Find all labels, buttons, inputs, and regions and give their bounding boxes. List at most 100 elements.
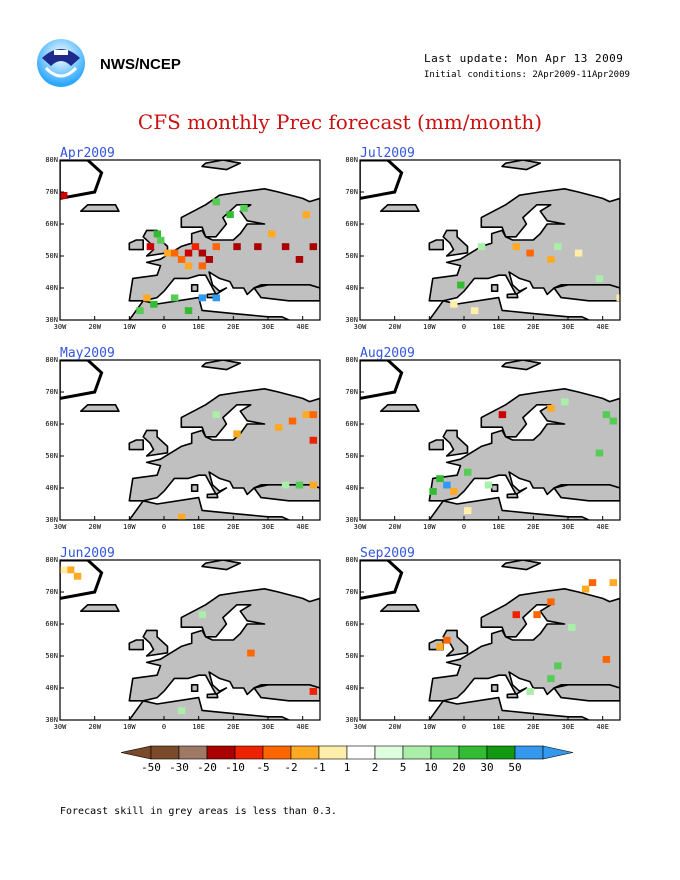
forecast-cell	[561, 398, 569, 406]
legend-label: -1	[312, 761, 325, 774]
lat-tick-label: 60N	[45, 420, 58, 428]
forecast-cell	[443, 481, 451, 489]
lat-tick-label: 70N	[45, 188, 58, 196]
lat-tick-label: 60N	[345, 220, 358, 228]
lon-tick-label: 30W	[354, 723, 367, 731]
lat-tick-label: 50N	[345, 652, 358, 660]
lat-tick-label: 30N	[45, 316, 58, 324]
forecast-cell	[60, 192, 68, 199]
greenland-coast	[360, 360, 404, 400]
lon-tick-label: 40E	[296, 723, 309, 731]
map-frame	[359, 159, 621, 321]
lon-tick-label: 30W	[354, 523, 367, 531]
lon-tick-label: 10W	[123, 523, 136, 531]
forecast-cell	[547, 404, 555, 412]
land-iceland	[80, 403, 120, 413]
lon-tick-label: 20E	[527, 723, 540, 731]
land-africa	[128, 496, 290, 520]
lat-tick-label: 40N	[45, 484, 58, 492]
land-sardinia	[190, 283, 199, 293]
lat-tick-label: 30N	[45, 516, 58, 524]
map-panel-sep2009: Sep2009 30N 40N 50N 60N 70N 80N 30W 20W 10W 0 10E 20…	[345, 546, 621, 731]
lon-tick-label: 10W	[123, 323, 136, 331]
lat-tick-label: 80N	[345, 156, 358, 164]
land-svalbard	[501, 560, 542, 571]
panel-label: Apr2009	[60, 146, 115, 161]
legend-label: -50	[141, 761, 161, 774]
lon-tick-label: 40E	[596, 723, 609, 731]
forecast-cell	[568, 624, 576, 631]
forecast-cell	[198, 611, 207, 619]
initial-conditions: Initial conditions: 2Apr2009-11Apr2009	[424, 70, 630, 80]
forecast-cell	[136, 307, 144, 315]
forecast-cell	[73, 572, 82, 580]
land-iceland	[379, 403, 420, 413]
lat-tick-label: 70N	[45, 388, 58, 396]
noaa-logo	[37, 39, 85, 87]
lon-tick-label: 20E	[227, 323, 240, 331]
lat-tick-label: 70N	[45, 588, 58, 596]
forecast-cell	[212, 294, 220, 302]
land-ireland	[428, 439, 445, 451]
panel-label: May2009	[60, 346, 115, 361]
land-europe	[128, 387, 320, 502]
land-sicily	[206, 492, 219, 499]
land-europe	[428, 188, 620, 302]
forecast-cell	[595, 449, 604, 457]
forecast-cell	[198, 262, 207, 270]
legend-swatch	[262, 745, 292, 760]
lon-tick-label: 20E	[527, 323, 540, 331]
legend-label: 5	[400, 761, 407, 774]
forecast-cell	[436, 475, 444, 483]
forecast-cell	[602, 411, 611, 419]
lon-tick-label: 20E	[227, 723, 240, 731]
lon-tick-label: 30E	[562, 723, 575, 731]
panel-label: Jul2009	[360, 146, 415, 161]
land-ireland	[128, 439, 144, 451]
legend-label: 1	[344, 761, 351, 774]
forecast-cell	[512, 243, 520, 251]
lon-tick-label: 10E	[492, 523, 505, 531]
lon-tick-label: 30W	[354, 323, 367, 331]
forecast-cell	[547, 598, 555, 606]
forecast-cell	[588, 579, 597, 587]
land-ireland	[128, 239, 144, 251]
legend-label: -2	[284, 761, 297, 774]
legend-label: 50	[508, 761, 521, 774]
land-africa	[128, 696, 290, 720]
forecast-cell	[157, 236, 165, 244]
map-frame	[359, 559, 621, 721]
lon-tick-label: 20W	[88, 523, 101, 531]
lon-tick-label: 0	[162, 323, 166, 331]
lon-tick-label: 30W	[54, 323, 67, 331]
land-iceland	[379, 204, 420, 212]
forecast-cell	[302, 211, 311, 219]
forecast-cell	[464, 468, 472, 476]
greenland-coast	[60, 160, 104, 200]
forecast-cell	[295, 481, 304, 489]
forecast-cell	[143, 294, 151, 302]
lat-tick-label: 60N	[345, 420, 358, 428]
forecast-cell	[616, 294, 620, 302]
lon-tick-label: 10W	[123, 723, 136, 731]
forecast-cell	[281, 481, 290, 489]
map-panel-jul2009: Jul2009 30N 40N 50N 60N 70N 80N 30W 20W 10W 0 10E 20…	[345, 146, 621, 331]
forecast-cell	[274, 424, 283, 431]
land-turkey	[553, 683, 620, 702]
lat-tick-label: 40N	[45, 684, 58, 692]
lon-tick-label: 10E	[492, 323, 505, 331]
lat-tick-label: 80N	[345, 556, 358, 564]
lon-tick-label: 30W	[54, 723, 67, 731]
lon-tick-label: 30E	[562, 323, 575, 331]
forecast-cell	[512, 611, 520, 619]
land-svalbard	[201, 360, 242, 371]
forecast-cell	[554, 662, 562, 670]
lat-tick-label: 80N	[45, 356, 58, 364]
lon-tick-label: 20W	[88, 323, 101, 331]
forecast-cell	[233, 243, 241, 251]
map-frame	[59, 559, 321, 721]
lat-tick-label: 40N	[345, 484, 358, 492]
forecast-cell	[254, 243, 262, 251]
lon-tick-label: 10E	[192, 723, 205, 731]
forecast-cell	[233, 430, 241, 438]
